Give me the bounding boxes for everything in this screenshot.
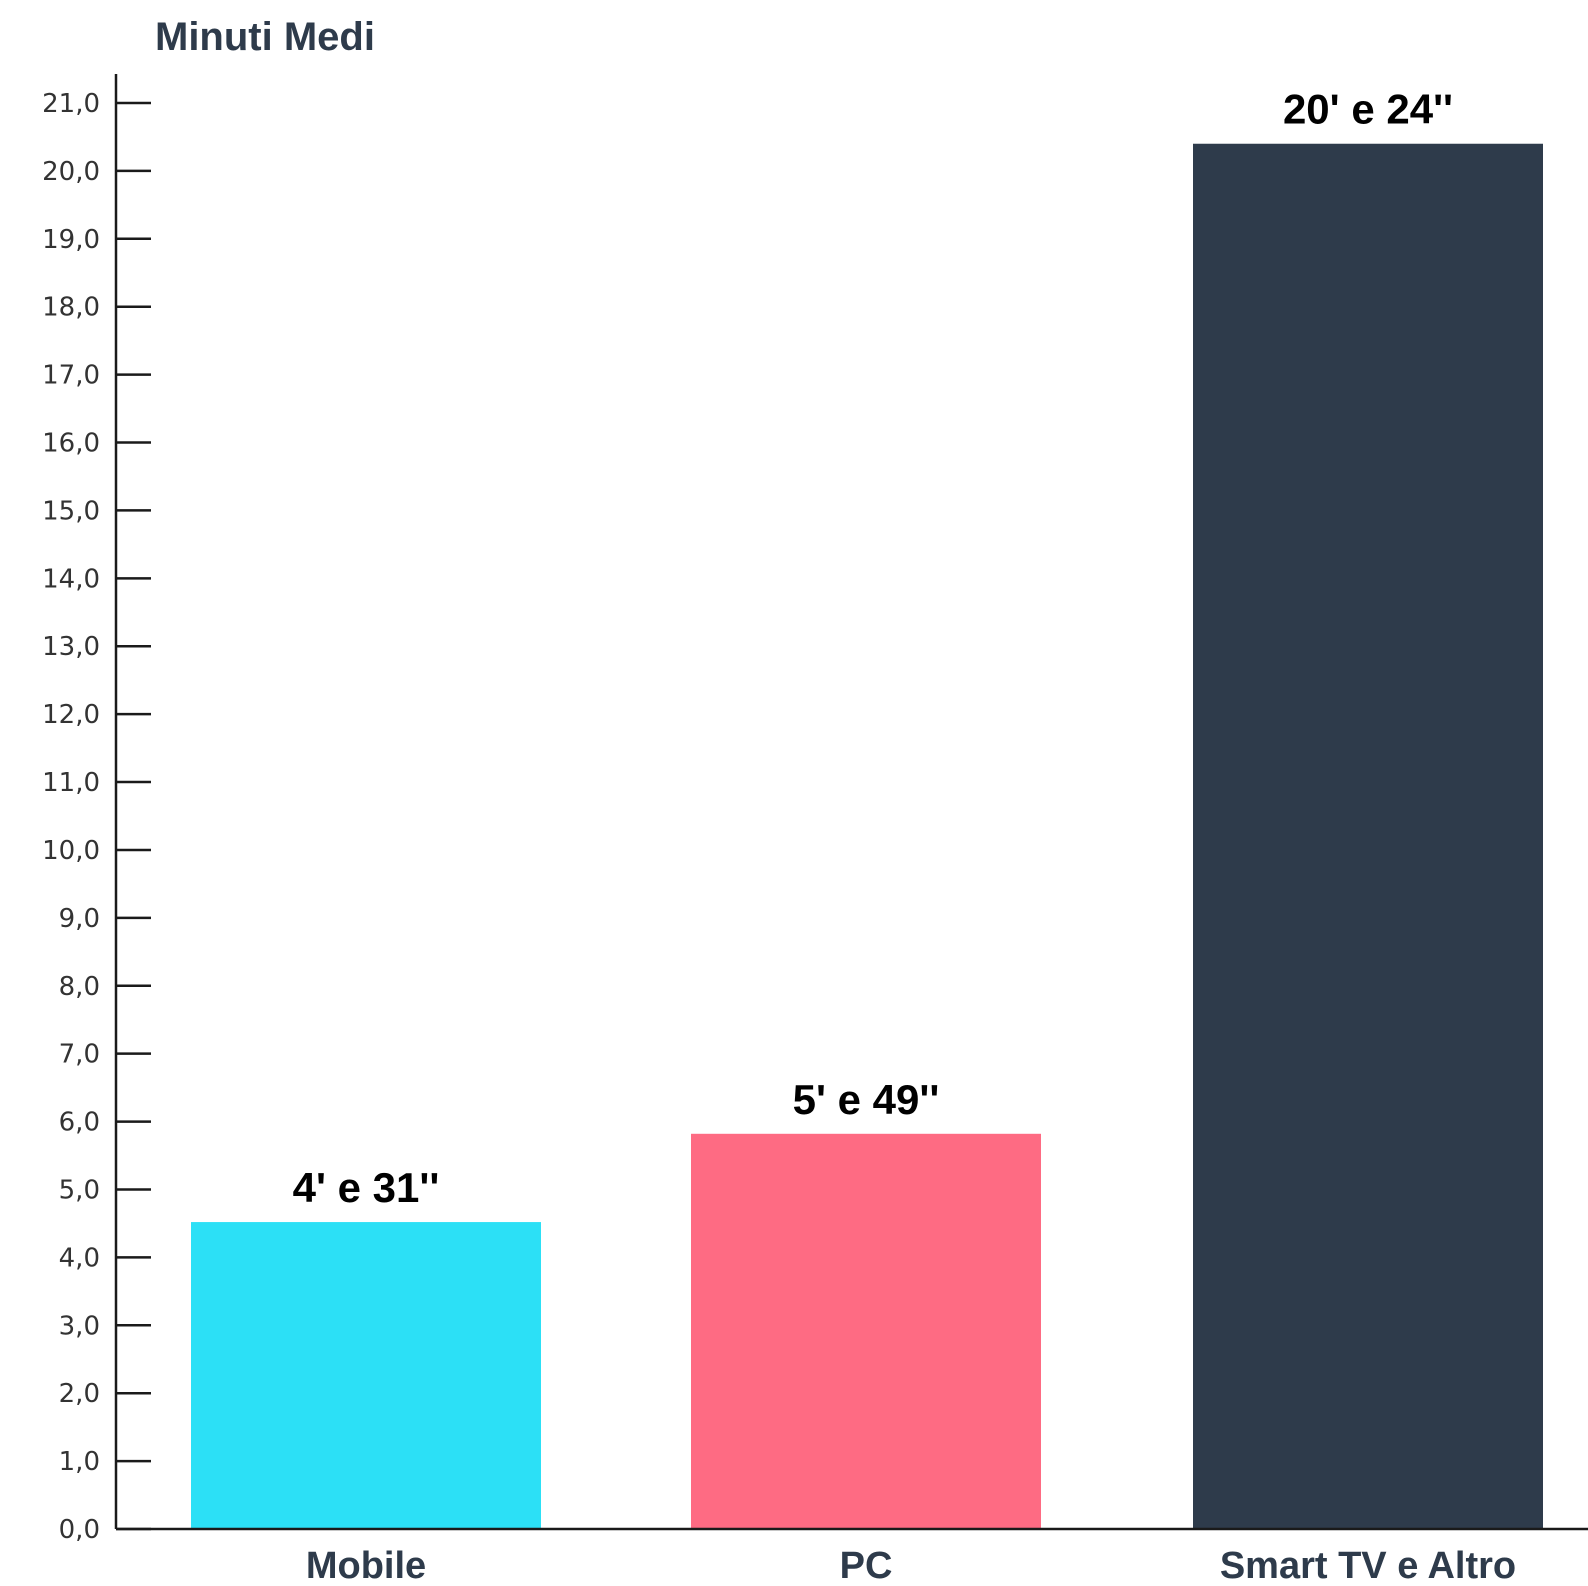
y-tick-label: 6,0: [59, 1108, 100, 1138]
y-tick-label: 12,0: [42, 700, 100, 730]
y-tick-label: 11,0: [42, 768, 100, 798]
data-labels: 4' e 31'' 5' e 49'' 20' e 24'': [293, 86, 1453, 1211]
y-tick-label: 18,0: [42, 293, 100, 323]
y-tick-label: 9,0: [59, 904, 100, 934]
x-axis-labels: Mobile PC Smart TV e Altro: [306, 1545, 1516, 1586]
bars: [191, 143, 1543, 1529]
bar-mobile: [191, 1222, 541, 1529]
y-tick-label: 2,0: [59, 1379, 100, 1409]
y-tick-label: 16,0: [42, 429, 100, 459]
x-category-label: Smart TV e Altro: [1220, 1545, 1516, 1586]
y-tick-label: 20,0: [42, 157, 100, 187]
y-tick-label: 14,0: [42, 564, 100, 594]
y-tick-label: 13,0: [42, 632, 100, 662]
y-tick-label: 19,0: [42, 225, 100, 255]
y-tick-label: 4,0: [59, 1243, 100, 1273]
y-tick-label: 7,0: [59, 1040, 100, 1070]
y-tick-label: 21,0: [42, 89, 100, 119]
y-tick-label: 10,0: [42, 836, 100, 866]
y-axis-ticks: 0,0 1,0 2,0 3,0 4,0 5,0 6,0 7,0 8,0 9,0 10,0 11,0 12…: [42, 89, 151, 1545]
bar-pc: [691, 1133, 1041, 1529]
bar-value-label: 5' e 49'': [793, 1076, 940, 1123]
y-axis-title: Minuti Medi: [155, 15, 375, 59]
bar-value-label: 4' e 31'': [293, 1164, 440, 1211]
y-tick-label: 8,0: [59, 972, 100, 1002]
x-category-label: PC: [840, 1545, 893, 1586]
y-tick-label: 0,0: [59, 1515, 100, 1545]
y-tick-label: 1,0: [59, 1447, 100, 1477]
bar-value-label: 20' e 24'': [1283, 86, 1453, 133]
bar-smart-tv-e-altro: [1193, 143, 1543, 1529]
y-tick-label: 17,0: [42, 361, 100, 391]
y-tick-label: 5,0: [59, 1175, 100, 1205]
y-tick-label: 15,0: [42, 496, 100, 526]
y-tick-label: 3,0: [59, 1311, 100, 1341]
x-category-label: Mobile: [306, 1545, 426, 1586]
